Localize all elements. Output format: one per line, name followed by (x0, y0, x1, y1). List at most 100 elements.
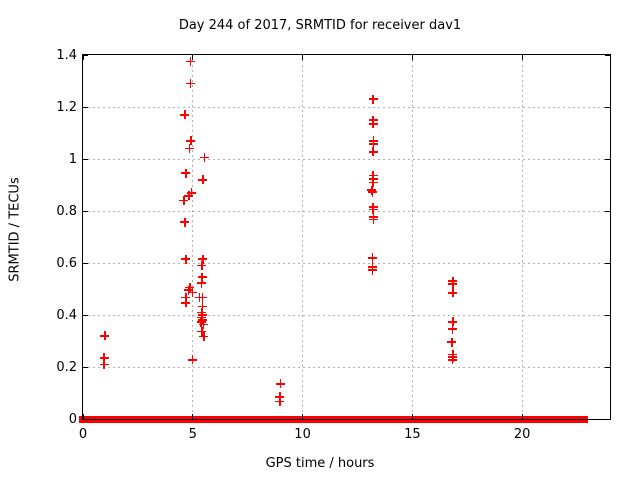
horizontal-gridline (83, 210, 610, 212)
data-point (181, 168, 191, 178)
data-point (181, 254, 191, 264)
data-point (180, 217, 190, 227)
y-tick-mark (605, 106, 610, 108)
data-point (448, 317, 458, 327)
data-point (367, 253, 377, 263)
x-tick-label: 20 (513, 427, 531, 442)
x-tick-mark (192, 55, 194, 60)
baseline-band-segment (371, 415, 456, 423)
data-point (196, 278, 206, 288)
data-point (368, 119, 378, 129)
data-point (184, 191, 194, 201)
x-tick-label: 5 (188, 427, 197, 442)
data-point (183, 285, 193, 295)
x-tick-mark (521, 55, 523, 60)
y-tick-mark (83, 106, 88, 108)
y-tick-mark (83, 314, 88, 316)
data-point (185, 144, 195, 154)
x-tick-mark (302, 55, 304, 60)
data-point (448, 288, 458, 298)
data-point (185, 79, 195, 89)
data-point (197, 302, 207, 312)
y-tick-mark (605, 158, 610, 160)
y-tick-label: 1.2 (56, 99, 77, 115)
plot-area (79, 54, 610, 423)
data-point (368, 178, 378, 188)
chart-title: Day 244 of 2017, SRMTID for receiver dav… (178, 18, 462, 33)
data-point (199, 332, 209, 342)
y-tick-label: 0.8 (56, 203, 77, 219)
baseline-band-segment (257, 415, 376, 423)
x-tick-mark (411, 414, 413, 419)
horizontal-gridline (83, 158, 610, 160)
data-point (196, 317, 206, 327)
data-point (276, 379, 286, 389)
y-tick-label: 1 (68, 151, 77, 167)
baseline-band-segment (79, 415, 188, 423)
data-point (185, 283, 195, 293)
x-tick-label: 10 (294, 427, 311, 442)
vertical-gridline (192, 55, 194, 419)
x-tick-mark (521, 414, 523, 419)
y-tick-label: 0.2 (56, 359, 77, 375)
x-tick-mark (82, 55, 84, 60)
y-tick-label: 0 (68, 411, 77, 427)
data-point (187, 288, 197, 298)
data-point (200, 153, 210, 163)
y-tick-mark (83, 210, 88, 212)
horizontal-gridline (83, 262, 610, 264)
data-point (197, 312, 207, 322)
x-tick-label: 15 (404, 427, 421, 442)
data-point (100, 331, 110, 341)
baseline-band-segment (449, 415, 588, 423)
vertical-gridline (521, 55, 523, 419)
y-tick-mark (83, 54, 88, 56)
y-tick-mark (605, 314, 610, 316)
x-tick-mark (82, 414, 84, 419)
data-point (198, 320, 208, 330)
horizontal-gridline (83, 314, 610, 316)
y-tick-mark (83, 262, 88, 264)
y-tick-mark (605, 418, 610, 420)
data-point (181, 298, 191, 308)
x-tick-mark (302, 414, 304, 419)
data-point (448, 279, 458, 289)
data-point (447, 337, 457, 347)
data-point (448, 324, 458, 334)
data-point (180, 110, 190, 120)
data-point (198, 175, 208, 185)
y-tick-mark (83, 366, 88, 368)
data-point (369, 139, 378, 149)
data-point (186, 188, 196, 198)
data-point (198, 315, 208, 325)
data-point (198, 254, 208, 264)
y-tick-mark (605, 366, 610, 368)
data-point (368, 94, 378, 104)
vertical-gridline (411, 55, 413, 419)
y-tick-mark (83, 418, 88, 420)
y-tick-mark (605, 210, 610, 212)
data-point (368, 205, 378, 215)
y-tick-mark (605, 262, 610, 264)
y-tick-mark (83, 158, 88, 160)
data-point (185, 57, 195, 66)
y-axis-label: SRMTID / TECUs (7, 177, 23, 282)
data-point (367, 187, 377, 197)
x-tick-label: 0 (78, 427, 88, 442)
baseline-band-segment (194, 415, 261, 423)
data-point (187, 355, 197, 365)
data-point (368, 147, 378, 157)
x-tick-mark (192, 414, 194, 419)
data-point (197, 272, 207, 282)
data-point (367, 265, 377, 275)
vertical-gridline (302, 55, 304, 419)
x-tick-mark (411, 55, 413, 60)
data-point (186, 136, 196, 146)
y-tick-label: 0.4 (56, 307, 77, 323)
data-point (197, 261, 207, 271)
x-axis-label: GPS time / hours (265, 456, 375, 471)
data-point (275, 396, 285, 406)
data-point (197, 327, 207, 337)
data-point (179, 196, 189, 206)
